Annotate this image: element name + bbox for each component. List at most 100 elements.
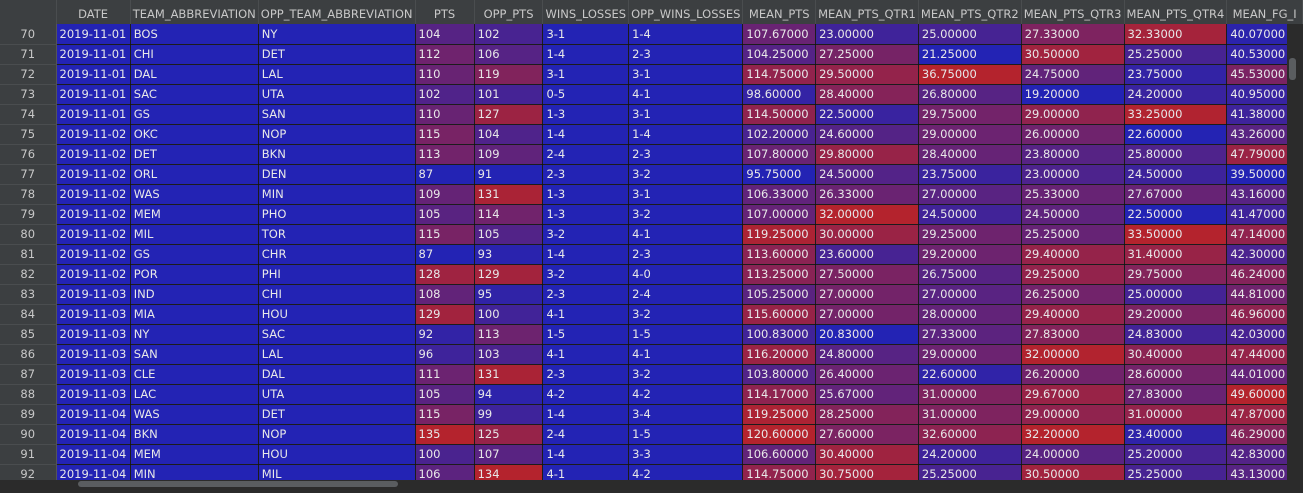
table-cell[interactable]: 115.60000 (742, 304, 817, 325)
table-cell[interactable]: 27.50000 (815, 264, 919, 285)
table-cell[interactable]: DAL (258, 364, 416, 385)
table-cell[interactable]: 1-3 (542, 204, 630, 225)
table-cell[interactable]: 113.60000 (742, 244, 817, 265)
table-cell[interactable]: LAC (130, 384, 259, 405)
table-cell[interactable]: 22.50000 (815, 104, 919, 125)
table-cell[interactable]: 25.25000 (1124, 44, 1228, 65)
table-cell[interactable]: 26.40000 (815, 364, 919, 385)
table-cell[interactable]: 135 (415, 424, 475, 445)
table-cell[interactable]: 2019-11-04 (56, 404, 131, 425)
table-cell[interactable]: 3-1 (628, 104, 744, 125)
table-cell[interactable]: SAN (130, 344, 259, 365)
table-cell[interactable]: 24.80000 (815, 344, 919, 365)
table-cell[interactable]: 4-2 (628, 384, 744, 405)
table-cell[interactable]: 1-4 (542, 244, 630, 265)
table-cell[interactable]: 3-1 (628, 64, 744, 85)
table-cell[interactable]: DAL (130, 64, 259, 85)
table-cell[interactable]: 46.29000 (1226, 424, 1303, 445)
table-cell[interactable]: 28.60000 (1124, 364, 1228, 385)
table-cell[interactable]: 106 (474, 44, 544, 65)
table-cell[interactable]: 4-2 (628, 464, 744, 485)
table-cell[interactable]: 1-5 (542, 324, 630, 345)
table-cell[interactable]: 27.83000 (1021, 324, 1125, 345)
table-cell[interactable]: MIA (130, 304, 259, 325)
table-cell[interactable]: SAN (258, 104, 416, 125)
table-cell[interactable]: 95 (474, 284, 544, 305)
table-cell[interactable]: 27.00000 (815, 284, 919, 305)
table-cell[interactable]: BKN (130, 424, 259, 445)
table-cell[interactable]: TOR (258, 224, 416, 245)
table-cell[interactable]: 4-0 (628, 264, 744, 285)
table-cell[interactable]: BOS (130, 24, 259, 45)
table-cell[interactable]: LAL (258, 344, 416, 365)
table-cell[interactable]: 42.03000 (1226, 324, 1303, 345)
table-cell[interactable]: GS (130, 104, 259, 125)
table-cell[interactable]: SAC (258, 324, 416, 345)
table-cell[interactable]: 22.50000 (1124, 204, 1228, 225)
table-cell[interactable]: 32.00000 (1021, 344, 1125, 365)
table-cell[interactable]: CHR (258, 244, 416, 265)
table-cell[interactable]: 131 (474, 184, 544, 205)
table-cell[interactable]: 25.20000 (1124, 444, 1228, 465)
table-cell[interactable]: 27.00000 (918, 184, 1022, 205)
table-cell[interactable]: 25.67000 (815, 384, 919, 405)
table-cell[interactable]: 2019-11-02 (56, 144, 131, 165)
table-cell[interactable]: PHO (258, 204, 416, 225)
table-cell[interactable]: 20.83000 (815, 324, 919, 345)
table-cell[interactable]: 40.95000 (1226, 84, 1303, 105)
table-cell[interactable]: 87 (415, 244, 475, 265)
table-cell[interactable]: NOP (258, 424, 416, 445)
table-cell[interactable]: 2019-11-01 (56, 24, 131, 45)
table-cell[interactable]: MIL (130, 224, 259, 245)
table-cell[interactable]: 23.75000 (1124, 64, 1228, 85)
table-cell[interactable]: 0-5 (542, 84, 630, 105)
table-cell[interactable]: DET (258, 404, 416, 425)
table-cell[interactable]: 30.40000 (815, 444, 919, 465)
table-cell[interactable]: MEM (130, 444, 259, 465)
table-cell[interactable]: 2019-11-02 (56, 264, 131, 285)
table-cell[interactable]: 25.00000 (1124, 284, 1228, 305)
table-cell[interactable]: 26.75000 (918, 264, 1022, 285)
table-cell[interactable]: 40.53000 (1226, 44, 1303, 65)
table-cell[interactable]: 29.25000 (918, 224, 1022, 245)
table-cell[interactable]: 115 (415, 404, 475, 425)
table-cell[interactable]: 2019-11-03 (56, 284, 131, 305)
table-cell[interactable]: 2-4 (628, 284, 744, 305)
table-cell[interactable]: 2019-11-02 (56, 224, 131, 245)
table-cell[interactable]: 27.83000 (1124, 384, 1228, 405)
table-cell[interactable]: OKC (130, 124, 259, 145)
column-header[interactable]: OPP_PTS (474, 0, 544, 24)
table-cell[interactable]: 26.25000 (1021, 284, 1125, 305)
table-cell[interactable]: 107 (474, 444, 544, 465)
table-cell[interactable]: 30.50000 (1021, 464, 1125, 485)
table-cell[interactable]: 26.20000 (1021, 364, 1125, 385)
table-cell[interactable]: 33.50000 (1124, 224, 1228, 245)
table-cell[interactable]: 28.00000 (918, 304, 1022, 325)
table-cell[interactable]: 40.07000 (1226, 24, 1303, 45)
table-cell[interactable]: 27.00000 (815, 304, 919, 325)
table-cell[interactable]: 24.75000 (1021, 64, 1125, 85)
table-cell[interactable]: HOU (258, 444, 416, 465)
table-cell[interactable]: 25.00000 (918, 24, 1022, 45)
horizontal-scrollbar-thumb[interactable] (78, 481, 398, 487)
table-cell[interactable]: 29.75000 (1124, 264, 1228, 285)
table-cell[interactable]: 29.20000 (918, 244, 1022, 265)
table-cell[interactable]: 114.17000 (742, 384, 817, 405)
table-cell[interactable]: WAS (130, 184, 259, 205)
table-cell[interactable]: 107.67000 (742, 24, 817, 45)
table-cell[interactable]: 24.50000 (1124, 164, 1228, 185)
table-cell[interactable]: 4-2 (542, 384, 630, 405)
column-header[interactable]: OPP_WINS_LOSSES (628, 0, 744, 24)
table-cell[interactable]: DEN (258, 164, 416, 185)
table-cell[interactable]: 100 (415, 444, 475, 465)
table-cell[interactable]: 25.25000 (918, 464, 1022, 485)
table-cell[interactable]: 125 (474, 424, 544, 445)
table-cell[interactable]: MEM (130, 204, 259, 225)
table-cell[interactable]: 28.40000 (815, 84, 919, 105)
table-cell[interactable]: 23.60000 (815, 244, 919, 265)
table-cell[interactable]: 2-3 (628, 144, 744, 165)
column-header[interactable]: OPP_TEAM_ABBREVIATION (258, 0, 416, 24)
table-cell[interactable]: 32.00000 (815, 204, 919, 225)
table-cell[interactable]: 111 (415, 364, 475, 385)
table-cell[interactable]: 2019-11-02 (56, 184, 131, 205)
